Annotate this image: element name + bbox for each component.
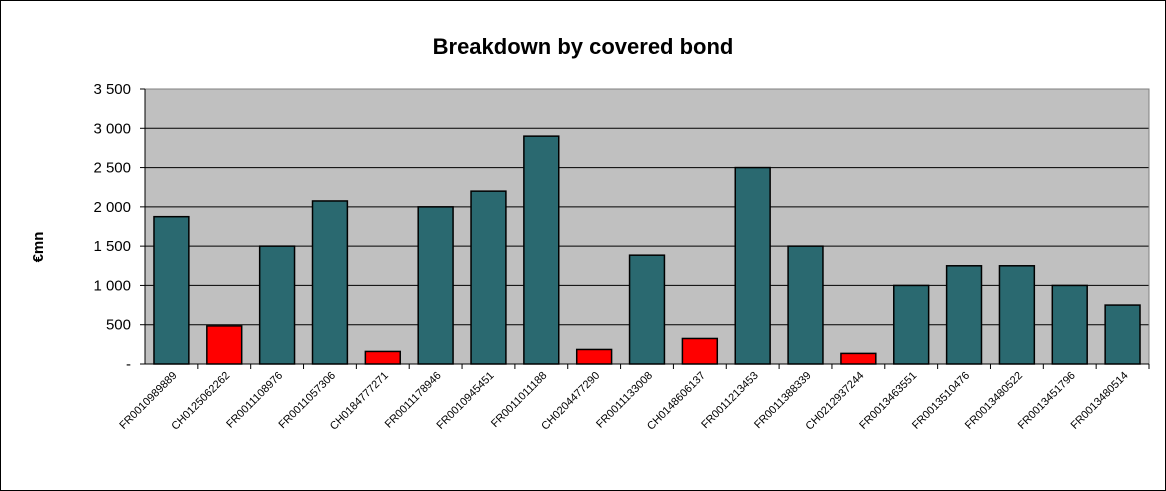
x-tick-label: CH0204477290 [539, 370, 602, 433]
x-tick-label: FR0013480514 [1069, 370, 1131, 432]
bar-FR0013510476 [945, 265, 983, 365]
y-tick-label: 1 500 [93, 238, 131, 255]
bar-FR0011057306 [311, 200, 349, 365]
x-tick-label: CH0125062262 [169, 370, 232, 433]
bar-FR0011133008 [628, 254, 666, 365]
bar-CH0212937244 [840, 352, 877, 365]
bar-FR0011213453 [734, 166, 771, 365]
bar-CH0184777271 [364, 350, 401, 365]
bar-FR0011108976 [258, 245, 296, 365]
y-tick-label: - [126, 356, 131, 373]
bar-FR0010945451 [470, 190, 507, 365]
x-tick-label: FR0010945451 [434, 370, 496, 432]
x-tick-label: FR0011133008 [594, 370, 655, 431]
bar-CH0148606137 [681, 337, 719, 365]
x-tick-label: CH0184777271 [328, 370, 391, 433]
bar-FR0013463551 [893, 284, 930, 365]
x-tick-label: FR0011178946 [383, 370, 444, 431]
y-axis-label: €mn [30, 232, 47, 263]
y-tick-label: 2 500 [93, 160, 131, 177]
bar-FR0011178946 [417, 206, 454, 365]
bar-FR0013480522 [998, 265, 1036, 365]
x-tick-label: FR0011108976 [224, 370, 285, 431]
chart-title: Breakdown by covered bond [433, 34, 734, 59]
y-tick-label: 1 000 [93, 277, 131, 294]
y-tick-label: 3 000 [93, 120, 131, 137]
bar-CH0204477290 [575, 348, 613, 365]
bar-FR0010989889 [153, 215, 190, 365]
bar-CH0125062262 [206, 325, 243, 365]
bar-FR0011011188 [523, 135, 560, 365]
y-tick-label: 3 500 [93, 81, 131, 98]
y-tick-label: 2 000 [93, 199, 131, 216]
plot-area: - 500 1 000 1 500 2 000 2 500 3 000 3 500 FR0010… [93, 81, 1150, 433]
x-tick-label: FR0011011188 [489, 370, 549, 430]
y-tick-label: 500 [106, 317, 131, 334]
bar-FR0013480514 [1104, 304, 1141, 365]
bar-FR0013451796 [1051, 284, 1088, 365]
bar-FR0011388339 [787, 245, 824, 365]
